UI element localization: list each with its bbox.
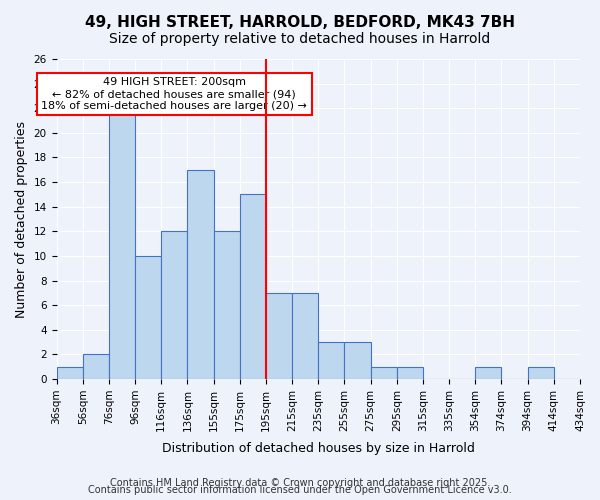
Y-axis label: Number of detached properties: Number of detached properties xyxy=(15,120,28,318)
Bar xyxy=(187,170,214,379)
Bar xyxy=(83,354,109,379)
Bar xyxy=(109,108,135,379)
Bar xyxy=(135,256,161,379)
Bar xyxy=(161,232,187,379)
X-axis label: Distribution of detached houses by size in Harrold: Distribution of detached houses by size … xyxy=(162,442,475,455)
Bar xyxy=(397,366,423,379)
Bar xyxy=(214,232,240,379)
Text: Size of property relative to detached houses in Harrold: Size of property relative to detached ho… xyxy=(109,32,491,46)
Bar xyxy=(56,366,83,379)
Bar xyxy=(344,342,371,379)
Bar xyxy=(266,293,292,379)
Bar xyxy=(371,366,397,379)
Text: 49 HIGH STREET: 200sqm
← 82% of detached houses are smaller (94)
18% of semi-det: 49 HIGH STREET: 200sqm ← 82% of detached… xyxy=(41,78,307,110)
Text: Contains public sector information licensed under the Open Government Licence v3: Contains public sector information licen… xyxy=(88,485,512,495)
Text: 49, HIGH STREET, HARROLD, BEDFORD, MK43 7BH: 49, HIGH STREET, HARROLD, BEDFORD, MK43 … xyxy=(85,15,515,30)
Bar xyxy=(318,342,344,379)
Bar xyxy=(240,194,266,379)
Bar xyxy=(475,366,502,379)
Bar xyxy=(527,366,554,379)
Text: Contains HM Land Registry data © Crown copyright and database right 2025.: Contains HM Land Registry data © Crown c… xyxy=(110,478,490,488)
Bar xyxy=(292,293,318,379)
